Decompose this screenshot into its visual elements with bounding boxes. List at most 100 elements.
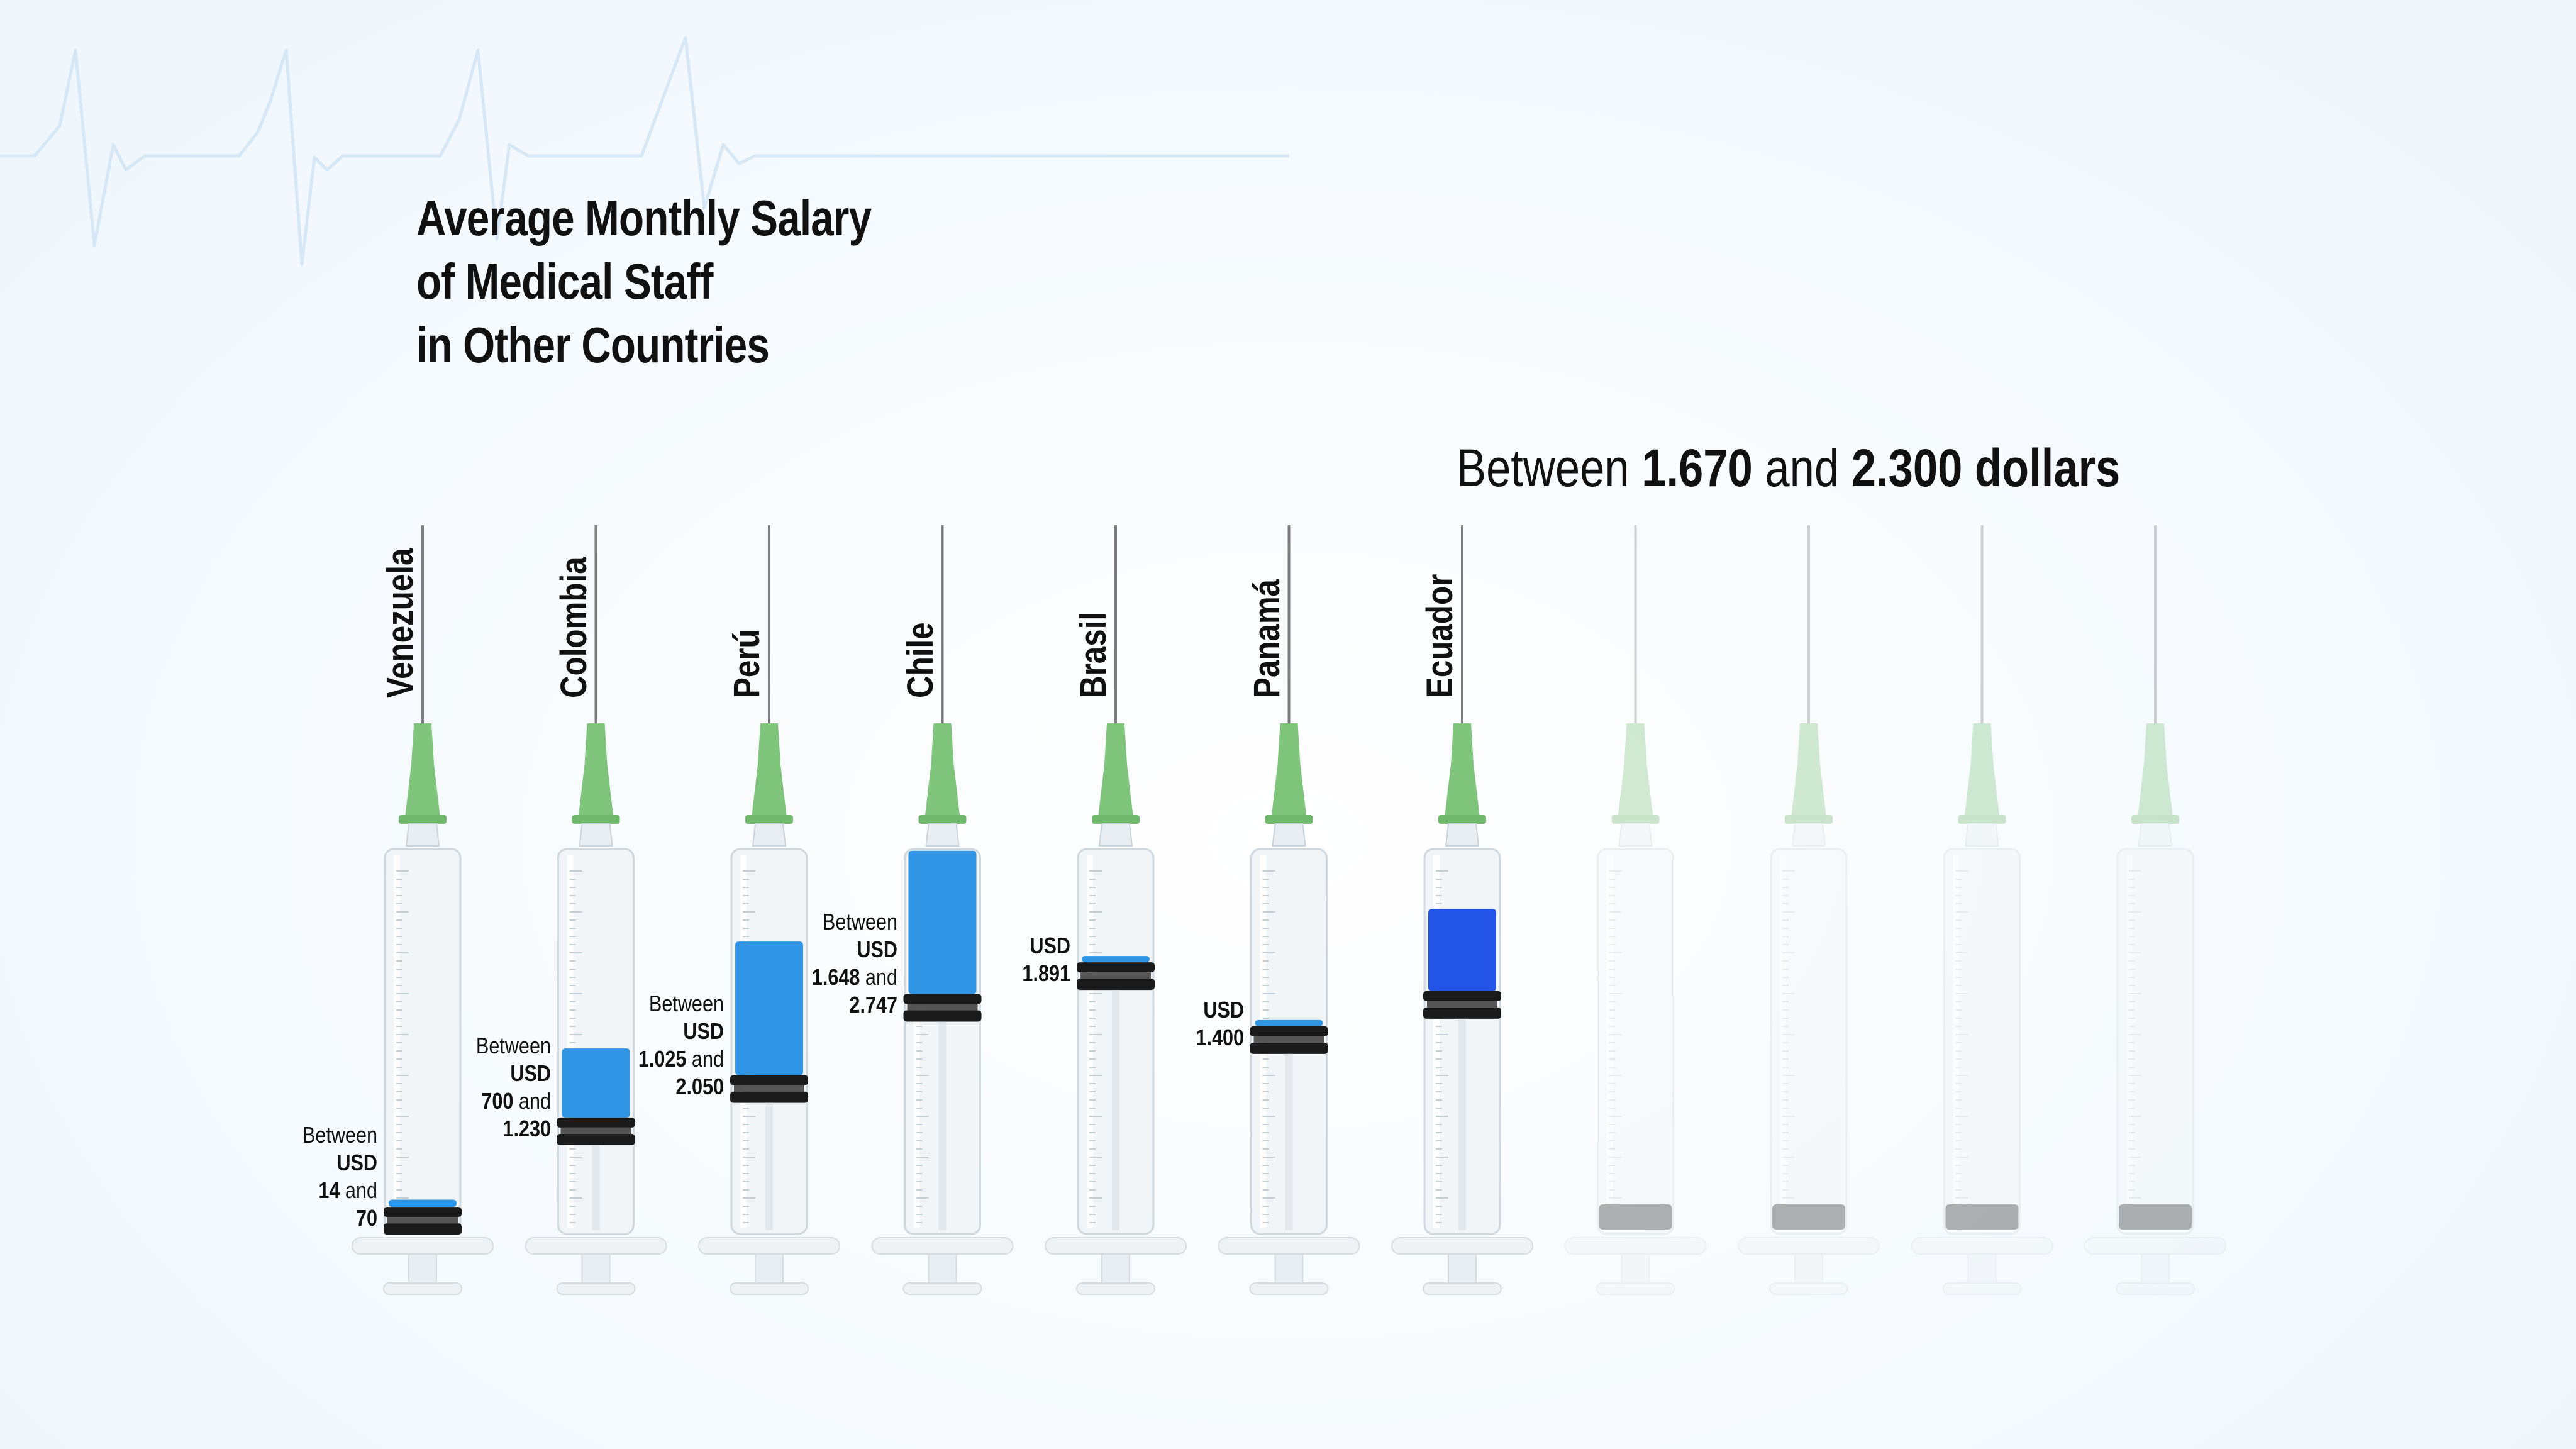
hub-collar — [1785, 815, 1833, 824]
syringe-series — [352, 525, 2226, 1295]
needle — [1461, 525, 1463, 726]
syringe-brasil — [1045, 525, 1187, 1295]
ecuador-range-annotation: Between 1.670 and 2.300 dollars — [1457, 438, 2121, 497]
plunger-stopper — [1599, 1204, 1672, 1230]
barrel-highlight — [913, 855, 920, 1228]
barrel-highlight — [1953, 855, 1960, 1228]
plunger-thumb — [1596, 1282, 1675, 1295]
plunger-shaft — [592, 1145, 600, 1230]
data-label: Between USD 1.025 and 2.050 — [638, 990, 724, 1099]
hub-collar — [399, 815, 447, 824]
needle-hub — [752, 723, 787, 818]
needle — [941, 525, 944, 726]
barrel-highlight — [1606, 855, 1613, 1228]
plunger-thumb — [902, 1282, 982, 1295]
needle-hub — [578, 723, 614, 818]
barrel-tip — [1618, 823, 1653, 847]
hub-collar — [2131, 815, 2179, 824]
barrel-highlight — [1433, 855, 1440, 1228]
needle — [1287, 525, 1291, 726]
salary-fill-bar — [1428, 909, 1496, 991]
barrel — [2116, 848, 2194, 1235]
syringe-chile — [871, 525, 1014, 1295]
plunger-rod — [1274, 1253, 1304, 1286]
barrel-tip — [2138, 823, 2173, 847]
plunger-shaft — [1458, 1018, 1466, 1230]
syringe-empty — [1911, 525, 2053, 1295]
syringe-colombia — [525, 525, 667, 1295]
hub-collar — [1092, 815, 1140, 824]
plunger-stopper — [384, 1207, 462, 1235]
finger-flange — [2084, 1237, 2226, 1255]
finger-flange — [1045, 1237, 1187, 1255]
plunger-stopper — [2119, 1204, 2192, 1230]
needle-hub — [1791, 723, 1826, 818]
barrel-highlight — [567, 855, 574, 1228]
plunger-stopper — [903, 994, 982, 1022]
needle — [594, 525, 597, 726]
finger-flange — [352, 1237, 494, 1255]
ecuador-range-low: 1.670 — [1641, 438, 1753, 497]
plunger-rod — [755, 1253, 784, 1286]
barrel — [1770, 848, 1848, 1235]
plunger-stopper — [1250, 1026, 1328, 1054]
needle — [1634, 525, 1637, 726]
plunger-thumb — [1769, 1282, 1848, 1295]
barrel — [1597, 848, 1674, 1235]
plunger-rod — [1621, 1253, 1650, 1286]
barrel-tip — [1098, 823, 1133, 847]
needle-hub — [405, 723, 440, 818]
needle — [1807, 525, 1810, 726]
syringe-empty — [2084, 525, 2226, 1295]
plunger-stopper — [730, 1075, 808, 1103]
title-line-1: Average Monthly Salary — [416, 190, 872, 246]
salary-fill-bar — [389, 1199, 457, 1208]
syringe-perú — [698, 525, 840, 1295]
salary-fill-bar — [735, 941, 803, 1075]
plunger-stopper — [1772, 1204, 1845, 1230]
hub-collar — [918, 815, 967, 824]
needle — [2154, 525, 2157, 726]
salary-fill-bar — [1255, 1019, 1323, 1026]
data-label: USD 1.400 — [1195, 996, 1244, 1050]
finger-flange — [1391, 1237, 1533, 1255]
finger-flange — [1738, 1237, 1880, 1255]
barrel-tip — [405, 823, 440, 847]
salary-fill-bar — [908, 850, 977, 994]
plunger-rod — [408, 1253, 437, 1286]
syringe-empty — [1564, 525, 1707, 1295]
syringe-ecuador — [1391, 525, 1533, 1295]
data-label: Between USD 1.648 and 2.747 — [811, 909, 897, 1018]
barrel-tip — [1791, 823, 1826, 847]
syringe-venezuela — [352, 525, 494, 1295]
plunger-thumb — [1249, 1282, 1329, 1295]
hub-collar — [745, 815, 793, 824]
finger-flange — [1564, 1237, 1707, 1255]
plunger-thumb — [730, 1282, 809, 1295]
syringe-panamá — [1218, 525, 1360, 1295]
title-line-2: of Medical Staff — [416, 253, 713, 309]
plunger-rod — [1967, 1253, 1997, 1286]
salary-fill-bar — [562, 1048, 630, 1118]
data-label: Between USD 700 and 1.230 — [475, 1032, 551, 1141]
finger-flange — [871, 1237, 1014, 1255]
hub-collar — [1958, 815, 2006, 824]
data-label: USD 1.891 — [1022, 933, 1070, 987]
plunger-thumb — [1942, 1282, 2022, 1295]
heartbeat-line-decoration — [0, 36, 1289, 266]
plunger-rod — [1448, 1253, 1477, 1286]
needle-hub — [1271, 723, 1307, 818]
needle — [1980, 525, 1984, 726]
needle-hub — [1098, 723, 1133, 818]
plunger-rod — [581, 1253, 611, 1286]
barrel-tip — [579, 823, 613, 847]
needle-hub — [1964, 723, 2000, 818]
needle — [421, 525, 424, 726]
needle-hub — [1445, 723, 1480, 818]
plunger-rod — [1101, 1253, 1130, 1286]
barrel-tip — [1272, 823, 1306, 847]
plunger-thumb — [383, 1282, 462, 1295]
plunger-thumb — [2116, 1282, 2195, 1295]
barrel-tip — [925, 823, 960, 847]
